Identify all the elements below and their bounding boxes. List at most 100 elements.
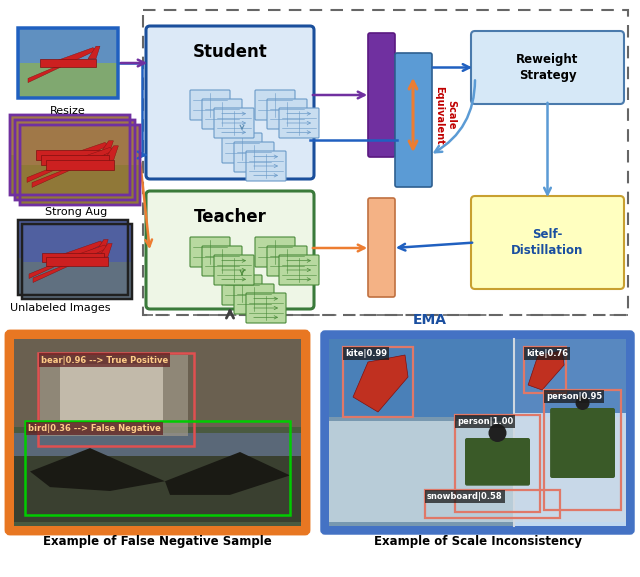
Bar xyxy=(18,257,128,295)
Bar xyxy=(14,339,301,427)
Polygon shape xyxy=(33,245,108,283)
Bar xyxy=(22,224,132,299)
FancyBboxPatch shape xyxy=(202,99,242,129)
Polygon shape xyxy=(88,46,100,59)
Bar xyxy=(46,160,114,170)
FancyBboxPatch shape xyxy=(246,151,286,181)
Bar xyxy=(25,421,290,515)
Text: person|0.95: person|0.95 xyxy=(546,392,602,401)
Bar xyxy=(524,347,566,393)
Bar xyxy=(343,347,413,417)
FancyBboxPatch shape xyxy=(234,142,274,172)
Polygon shape xyxy=(353,355,408,412)
Text: Reweight
Strategy: Reweight Strategy xyxy=(516,54,579,81)
Text: Scale
Equivalent: Scale Equivalent xyxy=(434,85,456,144)
Bar xyxy=(18,28,118,63)
Bar xyxy=(18,220,128,295)
Polygon shape xyxy=(30,448,165,491)
Polygon shape xyxy=(104,146,118,160)
Circle shape xyxy=(488,424,506,442)
FancyBboxPatch shape xyxy=(279,255,319,285)
Bar xyxy=(14,339,301,526)
Polygon shape xyxy=(29,241,104,279)
Bar xyxy=(42,155,109,165)
Text: snowboard|0.58: snowboard|0.58 xyxy=(427,492,502,501)
Polygon shape xyxy=(165,452,290,495)
Bar xyxy=(22,224,132,261)
Text: bear|0.96 --> True Positive: bear|0.96 --> True Positive xyxy=(41,355,168,365)
FancyBboxPatch shape xyxy=(395,53,432,187)
Bar xyxy=(60,364,163,423)
Bar xyxy=(18,220,128,257)
Text: Self-
Distillation: Self- Distillation xyxy=(511,228,584,257)
Bar xyxy=(514,417,626,522)
FancyBboxPatch shape xyxy=(222,133,262,163)
Text: kite|0.76: kite|0.76 xyxy=(526,349,568,358)
Bar xyxy=(455,415,540,512)
FancyBboxPatch shape xyxy=(267,246,307,276)
Polygon shape xyxy=(28,47,96,83)
FancyBboxPatch shape xyxy=(214,108,254,138)
Polygon shape xyxy=(95,239,108,253)
Bar xyxy=(22,261,132,299)
FancyBboxPatch shape xyxy=(146,26,314,179)
Bar xyxy=(10,115,130,195)
Bar xyxy=(42,253,104,262)
Bar xyxy=(14,456,301,522)
Polygon shape xyxy=(99,141,113,155)
FancyBboxPatch shape xyxy=(234,284,274,314)
Bar xyxy=(514,339,626,526)
Bar xyxy=(36,150,104,160)
FancyBboxPatch shape xyxy=(202,246,242,276)
Bar xyxy=(40,59,96,67)
FancyBboxPatch shape xyxy=(255,90,295,120)
Bar xyxy=(20,125,140,165)
FancyBboxPatch shape xyxy=(368,33,395,157)
FancyBboxPatch shape xyxy=(255,237,295,267)
Bar xyxy=(10,115,130,155)
Text: bird|0.36 --> False Negative: bird|0.36 --> False Negative xyxy=(28,424,161,433)
FancyBboxPatch shape xyxy=(471,31,624,104)
FancyBboxPatch shape xyxy=(190,90,230,120)
Bar xyxy=(15,160,135,200)
Text: Example of False Negative Sample: Example of False Negative Sample xyxy=(43,535,272,548)
Bar xyxy=(38,353,195,446)
FancyBboxPatch shape xyxy=(550,408,615,478)
Bar xyxy=(143,10,628,315)
FancyBboxPatch shape xyxy=(190,237,230,267)
Bar xyxy=(18,28,118,98)
FancyBboxPatch shape xyxy=(471,196,624,289)
Bar xyxy=(329,421,514,522)
FancyBboxPatch shape xyxy=(322,332,633,533)
Bar xyxy=(18,63,118,98)
FancyBboxPatch shape xyxy=(246,293,286,323)
Bar xyxy=(46,257,108,266)
Text: kite|0.99: kite|0.99 xyxy=(345,349,387,358)
FancyBboxPatch shape xyxy=(7,332,308,533)
Bar xyxy=(15,120,135,200)
Text: person|1.00: person|1.00 xyxy=(457,417,513,426)
Polygon shape xyxy=(32,147,114,188)
FancyBboxPatch shape xyxy=(222,275,262,305)
Bar xyxy=(329,339,514,526)
Text: EMA: EMA xyxy=(413,313,447,327)
Text: Teacher: Teacher xyxy=(193,208,266,226)
Bar xyxy=(329,339,514,417)
Bar xyxy=(10,155,130,195)
Bar xyxy=(14,433,301,475)
Circle shape xyxy=(575,396,589,410)
Text: Unlabeled Images: Unlabeled Images xyxy=(10,303,111,313)
Bar xyxy=(514,339,626,413)
FancyBboxPatch shape xyxy=(465,438,530,486)
FancyBboxPatch shape xyxy=(146,191,314,309)
Polygon shape xyxy=(99,243,112,257)
Bar xyxy=(425,490,560,518)
Polygon shape xyxy=(528,351,564,390)
Bar xyxy=(544,390,621,510)
Text: Strong Aug: Strong Aug xyxy=(45,207,107,217)
Polygon shape xyxy=(27,143,109,182)
FancyBboxPatch shape xyxy=(279,108,319,138)
Polygon shape xyxy=(94,136,108,150)
Text: Example of Scale Inconsistency: Example of Scale Inconsistency xyxy=(374,535,582,548)
Bar xyxy=(40,354,188,436)
